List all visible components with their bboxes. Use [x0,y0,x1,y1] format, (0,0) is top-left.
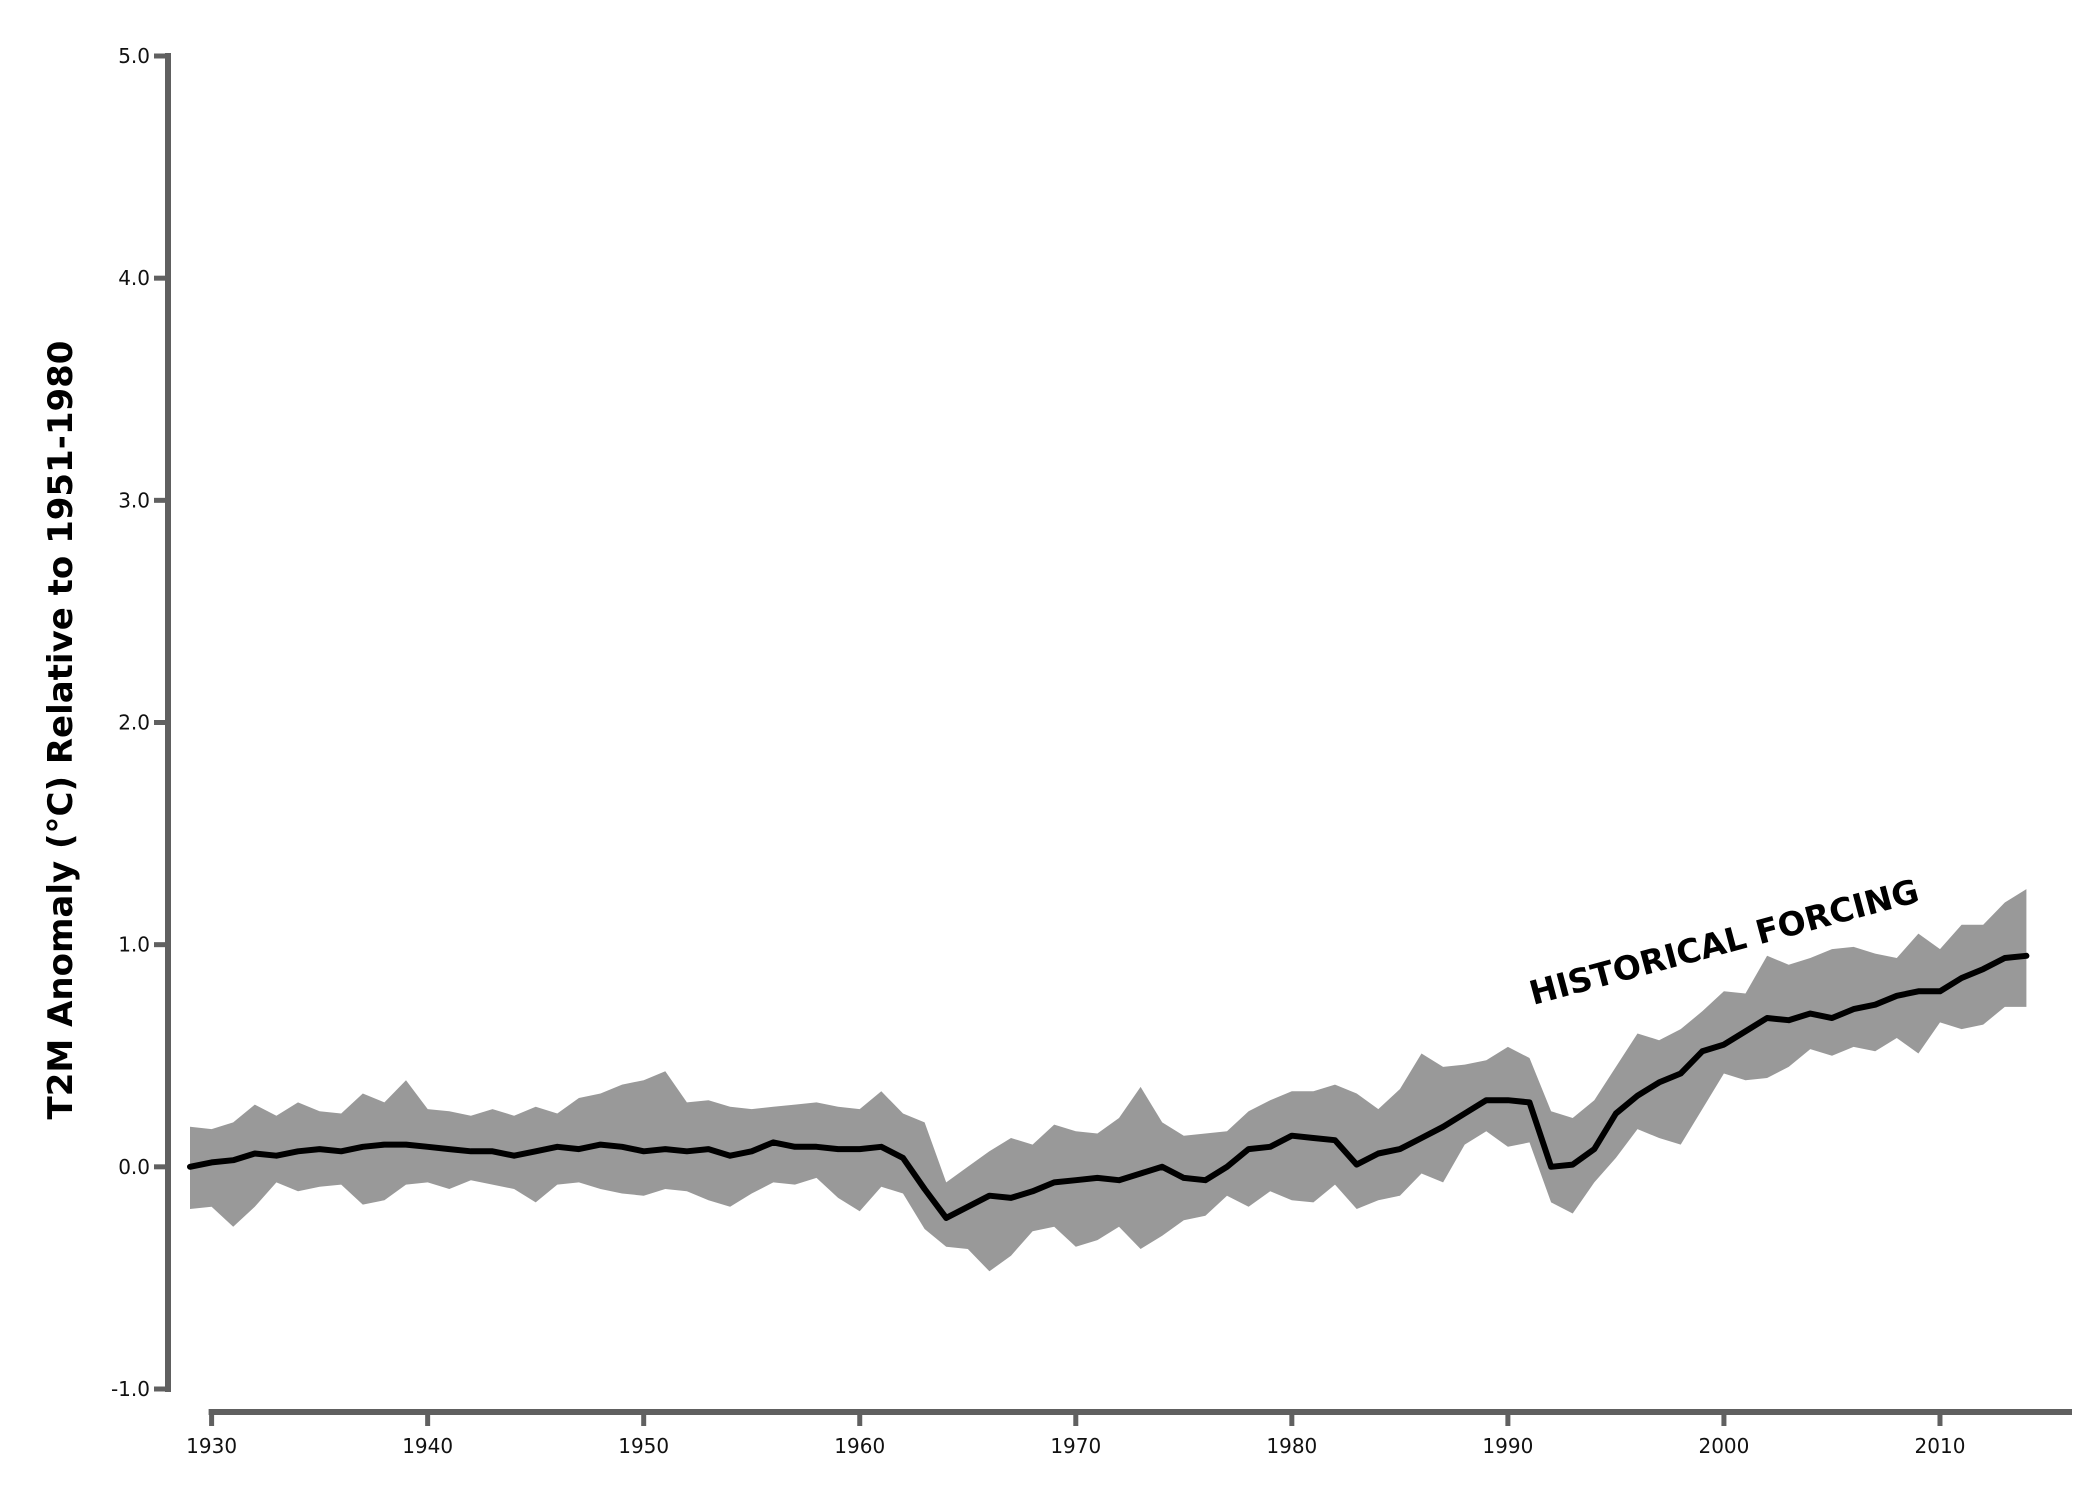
y-tick-label: 0.0 [118,1155,150,1179]
x-tick-label: 1950 [618,1434,669,1458]
x-tick-label: 1940 [402,1434,453,1458]
x-tick-label: 2000 [1698,1434,1749,1458]
x-tick-label: 1960 [834,1434,885,1458]
x-tick-label: 1970 [1050,1434,1101,1458]
y-tick-label: 2.0 [118,711,150,735]
x-tick-label: 2010 [1915,1434,1966,1458]
x-axis-ticks: 1930 1940 1950 1960 1970 1980 1990 2000 2010 [186,1412,1965,1458]
y-tick-label: 1.0 [118,933,150,957]
y-tick-label: 5.0 [118,44,150,68]
y-tick-label: 4.0 [118,266,150,290]
x-tick-label: 1930 [186,1434,237,1458]
spread-band [190,889,2027,1272]
y-tick-label: 3.0 [118,488,150,512]
y-axis-title: T2M Anomaly (°C) Relative to 1951-1980 [41,341,81,1120]
mean-series-line [187,952,2030,1221]
y-axis-ticks: -1.0 0.0 1.0 2.0 3.0 4.0 5.0 [111,44,168,1401]
y-tick-label: -1.0 [111,1377,150,1401]
x-tick-label: 1990 [1482,1434,1533,1458]
x-tick-label: 1980 [1266,1434,1317,1458]
